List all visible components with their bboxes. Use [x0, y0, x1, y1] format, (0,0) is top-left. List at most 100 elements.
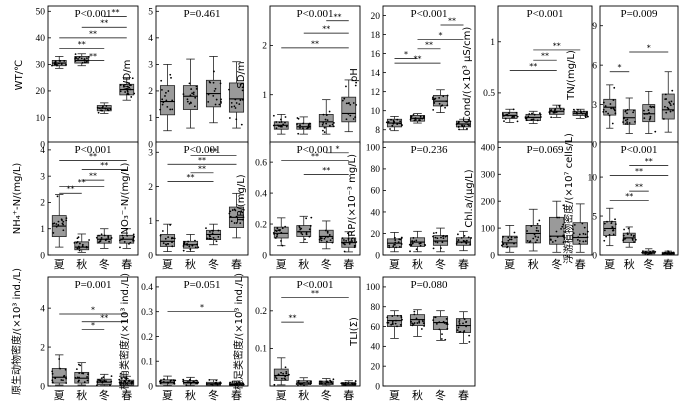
data-point: [305, 233, 308, 236]
data-point: [347, 102, 350, 105]
data-point: [502, 236, 504, 238]
y-tick-label: 3: [592, 101, 597, 111]
data-point: [171, 108, 174, 111]
data-point: [77, 379, 80, 382]
data-point: [161, 98, 164, 101]
y-axis-label: Chl.a/(μg/L): [464, 169, 475, 227]
data-point: [78, 249, 81, 252]
y-tick-label: 0.1: [255, 345, 267, 355]
data-point: [666, 252, 669, 255]
data-point: [133, 92, 136, 95]
significance-label: **: [311, 289, 319, 298]
significance-label: **: [625, 192, 633, 201]
data-point: [132, 238, 135, 240]
data-point: [446, 323, 449, 326]
y-tick-label: 0: [148, 382, 153, 392]
data-point: [409, 118, 412, 121]
y-tick-label: 1: [490, 38, 495, 48]
data-point: [623, 228, 625, 231]
box-春: [661, 250, 675, 256]
box-冬: [205, 223, 222, 246]
data-point: [320, 239, 323, 242]
data-point: [410, 244, 413, 247]
data-point: [325, 114, 328, 116]
data-point: [77, 363, 80, 366]
data-point: [126, 89, 129, 91]
data-point: [563, 108, 565, 111]
data-point: [239, 382, 242, 385]
y-axis-label: WD/m: [122, 60, 133, 91]
data-point: [58, 62, 60, 65]
data-point: [86, 375, 88, 378]
data-point: [419, 117, 422, 120]
data-point: [587, 115, 589, 118]
plot-frame: [155, 5, 249, 145]
data-point: [396, 118, 399, 121]
data-point: [297, 117, 300, 120]
data-point: [309, 224, 312, 227]
box-冬: [432, 227, 449, 253]
data-point: [62, 375, 65, 378]
data-point: [431, 98, 434, 100]
data-point: [524, 117, 527, 120]
data-point: [412, 237, 415, 239]
significance-label: *: [200, 303, 204, 312]
data-point: [445, 323, 448, 325]
box-春: [340, 380, 357, 387]
data-point: [516, 115, 519, 118]
data-point: [626, 108, 629, 111]
x-category-label: 春: [343, 389, 354, 402]
y-tick-label: 0: [40, 251, 45, 261]
data-point: [534, 235, 537, 238]
data-point: [614, 223, 617, 226]
data-point: [643, 113, 646, 115]
data-point: [64, 368, 67, 371]
y-tick-label: 0: [40, 140, 45, 150]
data-point: [632, 109, 635, 112]
data-point: [161, 103, 164, 106]
data-point: [126, 234, 129, 237]
significance-label: **: [425, 40, 433, 49]
data-point: [188, 245, 191, 248]
data-point: [528, 113, 531, 115]
data-point: [644, 252, 647, 255]
data-point: [348, 243, 351, 245]
data-point: [229, 210, 232, 213]
y-axis-label: pH: [349, 68, 360, 82]
data-point: [418, 320, 421, 323]
data-point: [102, 107, 104, 109]
data-point: [556, 216, 559, 219]
box-秋: [296, 116, 312, 135]
data-point: [387, 120, 390, 123]
data-point: [217, 229, 220, 232]
data-point: [446, 234, 448, 237]
data-point: [76, 376, 79, 379]
box-冬: [641, 248, 657, 256]
data-point: [411, 240, 414, 242]
y-tick-label: 40: [371, 343, 381, 353]
y-tick-label: 0.4: [255, 189, 267, 199]
data-point: [440, 104, 443, 107]
data-point: [466, 127, 468, 130]
data-point: [466, 123, 469, 126]
data-point: [276, 235, 278, 238]
y-tick-label: 0: [148, 140, 153, 150]
data-point: [465, 321, 467, 324]
y-tick-label: 0: [592, 140, 597, 150]
plot-frame: [599, 5, 679, 145]
y-tick-label: 10: [36, 114, 46, 124]
data-point: [124, 380, 127, 383]
data-point: [278, 121, 281, 124]
data-point: [186, 381, 189, 384]
data-point: [272, 114, 275, 117]
p-value-label: P=0.051: [183, 279, 220, 291]
plot-frame: [47, 276, 139, 387]
data-point: [229, 215, 232, 218]
data-point: [390, 323, 393, 326]
data-point: [187, 240, 189, 243]
x-category-label: 春: [121, 389, 132, 402]
data-point: [646, 113, 648, 115]
y-tick-label: 0: [375, 382, 380, 392]
data-point: [272, 124, 275, 127]
data-point: [647, 109, 650, 112]
